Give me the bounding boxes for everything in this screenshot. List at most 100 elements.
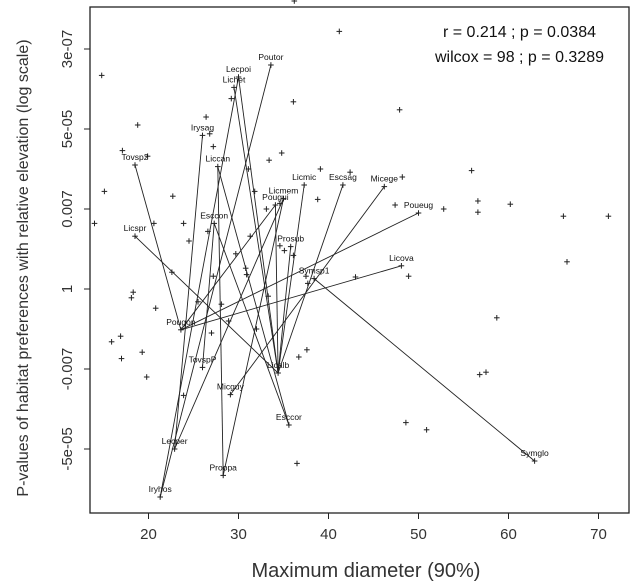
y-tick-label: 1 [59, 285, 76, 293]
point-label-liccan: Liccan [206, 154, 231, 164]
x-tick-label: 30 [230, 526, 247, 543]
point-prosub [287, 243, 294, 250]
x-tick-label: 40 [320, 526, 337, 543]
data-point [205, 228, 211, 235]
x-tick-label: 20 [140, 526, 157, 543]
data-point [476, 371, 483, 378]
segment-pougon-pougui [180, 204, 276, 331]
data-point [130, 289, 136, 295]
segment-esccon-tovspp [202, 223, 215, 368]
point-poueug [415, 210, 422, 216]
data-point [405, 273, 412, 279]
point-esccor [286, 422, 292, 428]
point-lichet [231, 84, 237, 91]
data-point [195, 299, 201, 305]
data-point [128, 295, 135, 301]
data-point [233, 251, 239, 257]
point-symglo [531, 458, 538, 464]
data-point [242, 265, 249, 271]
point-licmic [301, 182, 307, 188]
point-pougon [178, 327, 184, 333]
segment-pougon-poueug [180, 212, 419, 331]
point-liccan [215, 163, 221, 170]
y-tick-label: 3e-07 [59, 30, 76, 68]
data-point [475, 209, 481, 215]
point-label-esccor: Esccor [276, 412, 302, 422]
y-axis-title: P-values of habitat preferences with rel… [15, 39, 32, 496]
data-point [144, 153, 151, 159]
correlation-annotation: r = 0.214 ; p = 0.0384 [443, 24, 596, 41]
point-label-licmic: Licmic [292, 172, 317, 182]
data-point [170, 193, 176, 199]
data-point [305, 280, 311, 287]
data-point [296, 354, 302, 360]
data-point [134, 122, 141, 128]
data-point [91, 220, 98, 227]
point-tovsp2 [132, 162, 138, 168]
segment-proopa-licmem [222, 198, 284, 476]
point-tovspp [199, 364, 206, 371]
data-point [180, 392, 187, 399]
data-point [203, 114, 209, 120]
data-point [423, 427, 430, 433]
point-irysag [199, 132, 206, 139]
data-point [507, 201, 514, 207]
data-point [399, 174, 406, 180]
point-label-licspr: Licspr [124, 223, 147, 233]
data-point [475, 198, 481, 204]
point-esccon [211, 220, 217, 227]
point-label-licalb: Licalb [267, 360, 289, 370]
point-label-proopa: Proopa [209, 462, 237, 472]
y-tick-label: -0.007 [59, 348, 76, 391]
point-label-prosub: Prosub [277, 234, 304, 244]
segment-lecpoi-licalb [238, 76, 279, 374]
data-point [263, 206, 270, 212]
point-licalb [275, 370, 281, 376]
point-label-tovsp2: Tovsp2 [122, 152, 149, 162]
data-point [265, 293, 271, 299]
y-axis: 3e-07 5e-05 0.007 1 -0.007 -5e-05 [59, 30, 90, 471]
data-point [253, 326, 260, 332]
point-label-symsp1: Symsp1 [299, 266, 330, 276]
point-micege [381, 183, 388, 190]
segment-symglo-symsp1 [313, 278, 535, 462]
data-point [119, 147, 126, 154]
segment-licalb-prosub [277, 246, 292, 374]
data-point [277, 243, 283, 249]
point-label-poueug: Poueug [404, 200, 434, 210]
segment-licalb-licmic [277, 184, 305, 374]
point-licspr [132, 233, 138, 239]
segment-tovsp2-pougon [134, 164, 182, 330]
data-point [108, 339, 115, 345]
data-point [151, 220, 157, 227]
data-point [483, 369, 489, 375]
x-tick-label: 50 [410, 526, 427, 543]
point-label-esccon: Esccon [200, 210, 228, 220]
point-label-symglo: Symglo [520, 448, 549, 458]
point-label-irysag: Irysag [191, 122, 214, 132]
data-point [294, 460, 300, 467]
data-point [225, 318, 232, 324]
point-label-micguy: Micguy [217, 382, 245, 392]
x-axis-title: Maximum diameter (90%) [252, 560, 481, 582]
data-point [245, 166, 252, 172]
data-point [352, 274, 359, 280]
data-point [143, 374, 150, 380]
data-point [396, 107, 403, 113]
point-label-lichet: Lichet [223, 74, 246, 84]
x-tick-label: 70 [590, 526, 607, 543]
data-point [206, 131, 213, 137]
data-point [117, 333, 124, 339]
segment-esccon-esccor [213, 223, 290, 426]
data-point [314, 196, 321, 203]
plot-frame [89, 6, 630, 514]
data-point [208, 330, 215, 336]
point-label-poutor: Poutor [258, 52, 283, 62]
segment-lecper-irysag [174, 135, 203, 450]
point-label-iryhos: Iryhos [149, 484, 172, 494]
data-point [392, 202, 398, 208]
point-lecper [171, 446, 178, 452]
data-point [277, 200, 283, 207]
data-point [440, 206, 447, 212]
